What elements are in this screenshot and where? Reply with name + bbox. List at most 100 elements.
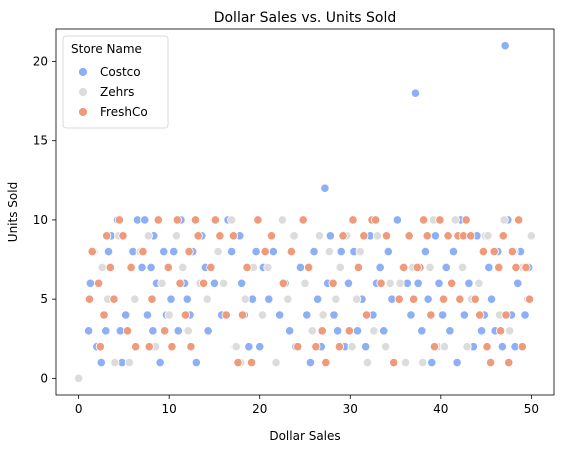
point-zehrs-21 bbox=[227, 215, 237, 225]
legend-label-zehrs: Zehrs bbox=[100, 85, 134, 99]
point-zehrs-71 bbox=[526, 231, 536, 241]
point-freshco-41 bbox=[286, 247, 297, 257]
point-costco-47 bbox=[255, 342, 265, 352]
point-zehrs-66 bbox=[499, 215, 509, 225]
point-freshco-51 bbox=[344, 326, 354, 336]
point-freshco-44 bbox=[304, 262, 314, 273]
y-tick-label-0: 0 bbox=[40, 371, 48, 385]
point-freshco-38 bbox=[260, 247, 270, 257]
point-costco-36 bbox=[209, 278, 220, 288]
point-costco-64 bbox=[325, 231, 335, 241]
point-freshco-25 bbox=[190, 215, 201, 225]
point-freshco-4 bbox=[99, 310, 109, 320]
point-costco-14 bbox=[140, 215, 150, 225]
point-costco-85 bbox=[410, 88, 421, 98]
point-costco-94 bbox=[441, 262, 451, 273]
point-costco-81 bbox=[392, 215, 402, 225]
point-zehrs-20 bbox=[218, 278, 229, 288]
point-zehrs-31 bbox=[289, 231, 299, 241]
point-freshco-2 bbox=[93, 278, 104, 288]
point-freshco-8 bbox=[114, 215, 124, 225]
point-zehrs-30 bbox=[283, 294, 293, 304]
point-costco-35 bbox=[203, 326, 213, 336]
point-freshco-72 bbox=[443, 231, 453, 241]
point-costco-29 bbox=[182, 294, 192, 304]
x-tick-label-40: 40 bbox=[433, 402, 448, 416]
point-zehrs-7 bbox=[130, 294, 140, 304]
point-freshco-52 bbox=[348, 215, 358, 225]
point-costco-89 bbox=[423, 294, 433, 304]
point-freshco-68 bbox=[426, 310, 436, 320]
point-freshco-55 bbox=[361, 310, 372, 320]
point-zehrs-46 bbox=[372, 231, 383, 241]
point-freshco-60 bbox=[389, 357, 399, 368]
point-freshco-71 bbox=[438, 294, 449, 304]
legend-title: Store Name bbox=[71, 42, 142, 56]
point-costco-46 bbox=[251, 247, 261, 257]
y-axis: 0 5 10 15 20 bbox=[33, 54, 56, 385]
point-freshco-21 bbox=[175, 278, 185, 288]
point-freshco-61 bbox=[394, 294, 404, 304]
point-zehrs-39 bbox=[335, 262, 345, 273]
point-costco-91 bbox=[430, 231, 440, 241]
point-costco-87 bbox=[417, 326, 427, 336]
point-costco-96 bbox=[448, 247, 459, 257]
point-freshco-50 bbox=[338, 231, 348, 241]
x-tick-label-20: 20 bbox=[252, 402, 267, 416]
point-freshco-64 bbox=[409, 294, 419, 304]
point-costco-110 bbox=[500, 41, 510, 51]
plot-frame bbox=[55, 28, 555, 396]
point-freshco-46 bbox=[317, 326, 327, 336]
point-zehrs-38 bbox=[331, 294, 341, 304]
point-freshco-9 bbox=[118, 231, 128, 241]
point-costco-105 bbox=[484, 262, 494, 273]
point-costco-90 bbox=[427, 357, 437, 368]
point-zehrs-24 bbox=[240, 294, 250, 304]
point-zehrs-42 bbox=[352, 294, 362, 304]
point-freshco-20 bbox=[172, 215, 182, 225]
point-freshco-15 bbox=[147, 294, 157, 304]
point-costco-5 bbox=[103, 247, 114, 257]
point-freshco-28 bbox=[206, 262, 216, 273]
point-zehrs-58 bbox=[450, 215, 460, 225]
point-freshco-84 bbox=[489, 247, 499, 257]
point-costco-32 bbox=[191, 357, 201, 368]
point-zehrs-35 bbox=[314, 231, 325, 241]
x-tick-label-10: 10 bbox=[162, 402, 177, 416]
point-costco-57 bbox=[302, 310, 312, 320]
point-zehrs-2 bbox=[97, 262, 107, 273]
point-zehrs-33 bbox=[300, 278, 310, 288]
chart-title: Dollar Sales vs. Units Sold bbox=[214, 10, 397, 26]
x-tick-label-0: 0 bbox=[75, 402, 83, 416]
point-zehrs-56 bbox=[439, 342, 450, 352]
point-freshco-70 bbox=[435, 215, 445, 225]
point-zehrs-45 bbox=[369, 326, 379, 336]
point-freshco-35 bbox=[242, 262, 252, 273]
point-costco-79 bbox=[383, 247, 393, 257]
point-freshco-7 bbox=[109, 294, 119, 304]
point-costco-58 bbox=[305, 357, 316, 368]
point-freshco-89 bbox=[507, 247, 517, 257]
points-layer bbox=[74, 41, 536, 383]
point-freshco-62 bbox=[399, 262, 409, 273]
x-tick-label-30: 30 bbox=[343, 402, 358, 416]
point-freshco-69 bbox=[429, 342, 440, 352]
point-freshco-78 bbox=[466, 231, 476, 241]
point-freshco-23 bbox=[184, 247, 194, 257]
point-zehrs-22 bbox=[231, 342, 241, 352]
point-freshco-58 bbox=[376, 278, 386, 288]
point-costco-15 bbox=[142, 310, 153, 320]
point-zehrs-52 bbox=[418, 357, 428, 368]
point-costco-0 bbox=[85, 278, 96, 288]
point-costco-51 bbox=[275, 310, 285, 320]
legend: Store Name Costco Zehrs FreshCo bbox=[62, 35, 169, 129]
point-freshco-29 bbox=[210, 215, 220, 225]
point-costco-66 bbox=[332, 326, 343, 336]
point-zehrs-14 bbox=[178, 262, 188, 273]
point-freshco-1 bbox=[84, 294, 95, 304]
point-costco-67 bbox=[336, 247, 346, 257]
point-costco-86 bbox=[413, 278, 423, 288]
point-costco-106 bbox=[486, 294, 497, 304]
point-freshco-17 bbox=[160, 326, 170, 336]
